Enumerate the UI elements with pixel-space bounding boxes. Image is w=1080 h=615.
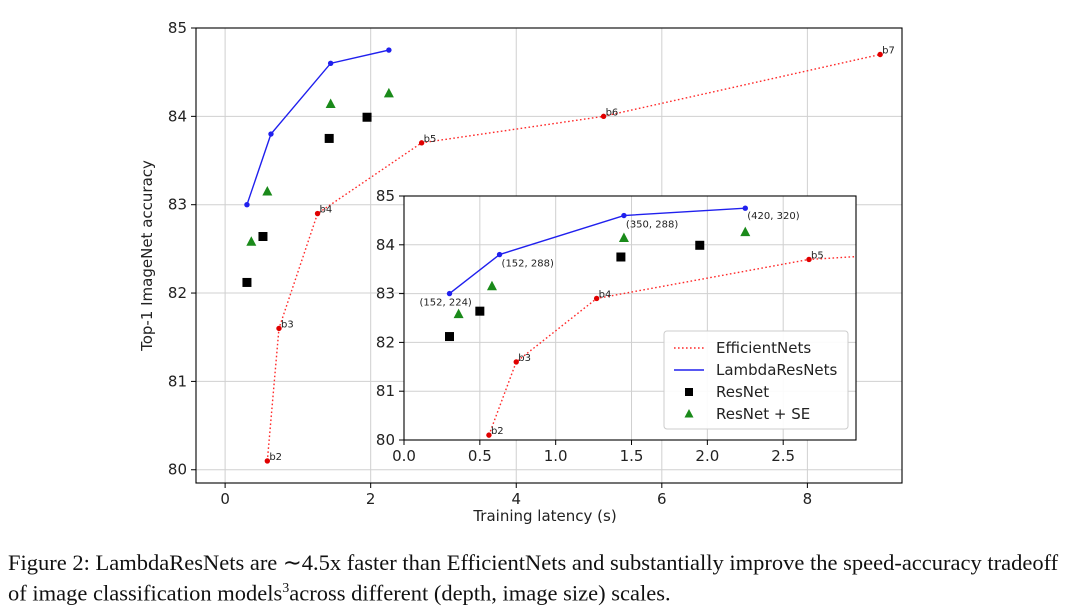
x-tick-label: 2.5 [771, 447, 795, 465]
x-tick-label: 6 [657, 490, 667, 508]
x-tick-label: 0 [220, 490, 230, 508]
y-tick-label: 82 [168, 284, 187, 302]
resnet-square-marker [616, 252, 626, 262]
data-point [418, 140, 425, 146]
resnet-square-marker [475, 306, 485, 316]
resnet-se-triangle-marker [325, 98, 336, 108]
resnet-se-triangle-marker [453, 308, 464, 319]
legend-label: ResNet + SE [716, 405, 810, 423]
point-label: (350, 288) [626, 220, 678, 231]
axes-frame [195, 27, 903, 484]
x-tick-label: 2 [366, 490, 376, 508]
data-point [486, 432, 492, 438]
point-label: b2 [269, 452, 282, 463]
series-line-lambdaresnets [246, 49, 390, 205]
y-tick-label: 83 [168, 196, 187, 214]
x-tick-label: 0.0 [392, 447, 416, 465]
legend-key-square [685, 388, 693, 396]
resnet-se-triangle-marker [486, 280, 497, 291]
resnet-square-marker [242, 277, 252, 287]
axes-frame [403, 195, 857, 441]
data-point [806, 256, 812, 263]
y-tick-label: 84 [376, 236, 395, 254]
y-axis-label: Top-1 ImageNet accuracy [138, 160, 156, 352]
resnet-se-triangle-marker [740, 226, 751, 237]
caption-footnote-mark: 3 [282, 581, 290, 596]
y-tick-label: 85 [376, 187, 395, 205]
data-point [386, 47, 392, 53]
legend-box [663, 330, 849, 430]
point-label: b4 [599, 289, 612, 300]
data-point [314, 210, 321, 217]
resnet-square-marker [445, 332, 455, 342]
y-tick-label: 83 [376, 285, 395, 303]
data-point [276, 325, 282, 332]
data-point [877, 51, 883, 58]
y-tick-label: 80 [376, 431, 395, 449]
data-point [621, 212, 627, 219]
y-tick-label: 80 [168, 461, 187, 479]
point-label: b7 [882, 46, 895, 57]
data-point [593, 295, 600, 302]
data-point [268, 131, 274, 137]
resnet-square-marker [324, 133, 334, 143]
point-label: (152, 288) [502, 259, 554, 270]
x-tick-label: 4 [511, 490, 521, 508]
point-label: b3 [281, 319, 294, 330]
y-tick-label: 81 [168, 372, 187, 390]
legend-key-triangle [684, 409, 694, 418]
data-point [264, 458, 271, 464]
resnet-se-triangle-marker [262, 185, 273, 196]
x-tick-label: 0.5 [468, 447, 492, 465]
caption-text-continued: across different (depth, image size) sca… [289, 580, 671, 606]
resnet-square-marker [258, 232, 268, 242]
y-tick-label: 85 [168, 19, 187, 37]
point-label: b6 [606, 107, 619, 118]
legend: EfficientNets LambdaResNets ResNet ResNet +… [663, 330, 849, 430]
point-label: b2 [491, 426, 504, 437]
figure: b2 b3 b4 b5 b6 b7 0 2 4 6 8 80 81 82 83 84 85 Training la… [138, 19, 903, 525]
plot-area [445, 205, 856, 438]
figure-caption: Figure 2: LambdaResNets are ∼4.5x faster… [8, 550, 1074, 607]
resnet-se-triangle-marker [246, 236, 257, 246]
inset-chart: b2 b3 b4 b5 (152, 224) (152, 288) (350, 288) (4… [376, 187, 857, 465]
point-label: b5 [424, 134, 437, 145]
data-point [600, 113, 607, 120]
y-tick-label: 84 [168, 107, 187, 125]
resnet-square-marker [695, 240, 705, 250]
x-tick-label: 8 [803, 490, 813, 508]
series-line-efficientnets [266, 53, 881, 461]
x-axis-label: Training latency (s) [472, 507, 616, 525]
data-point [446, 290, 453, 297]
legend-label: LambdaResNets [716, 361, 838, 379]
x-tick-label: 2.0 [695, 447, 719, 465]
resnet-se-triangle-marker [618, 232, 629, 242]
caption-text: Figure 2: LambdaResNets are ∼4.5x faster… [8, 550, 1059, 606]
data-point [742, 205, 748, 211]
legend-label: EfficientNets [716, 339, 811, 357]
y-tick-label: 82 [376, 333, 395, 351]
point-label: b5 [811, 250, 824, 261]
resnet-se-triangle-marker [383, 87, 394, 98]
data-point [327, 60, 334, 67]
data-point [513, 359, 519, 365]
resnet-square-marker [362, 112, 372, 122]
point-label: b4 [320, 205, 333, 216]
x-tick-label: 1.5 [620, 447, 644, 465]
data-point [496, 251, 503, 258]
y-tick-label: 81 [376, 382, 395, 400]
x-tick-label: 1.0 [544, 447, 568, 465]
data-point [244, 201, 250, 208]
series-line-lambdaresnets [449, 207, 746, 295]
point-label: (420, 320) [747, 211, 799, 222]
legend-label: ResNet [716, 383, 769, 401]
plot-area [242, 47, 883, 464]
point-label: (152, 224) [420, 298, 472, 309]
point-label: b3 [518, 353, 531, 364]
